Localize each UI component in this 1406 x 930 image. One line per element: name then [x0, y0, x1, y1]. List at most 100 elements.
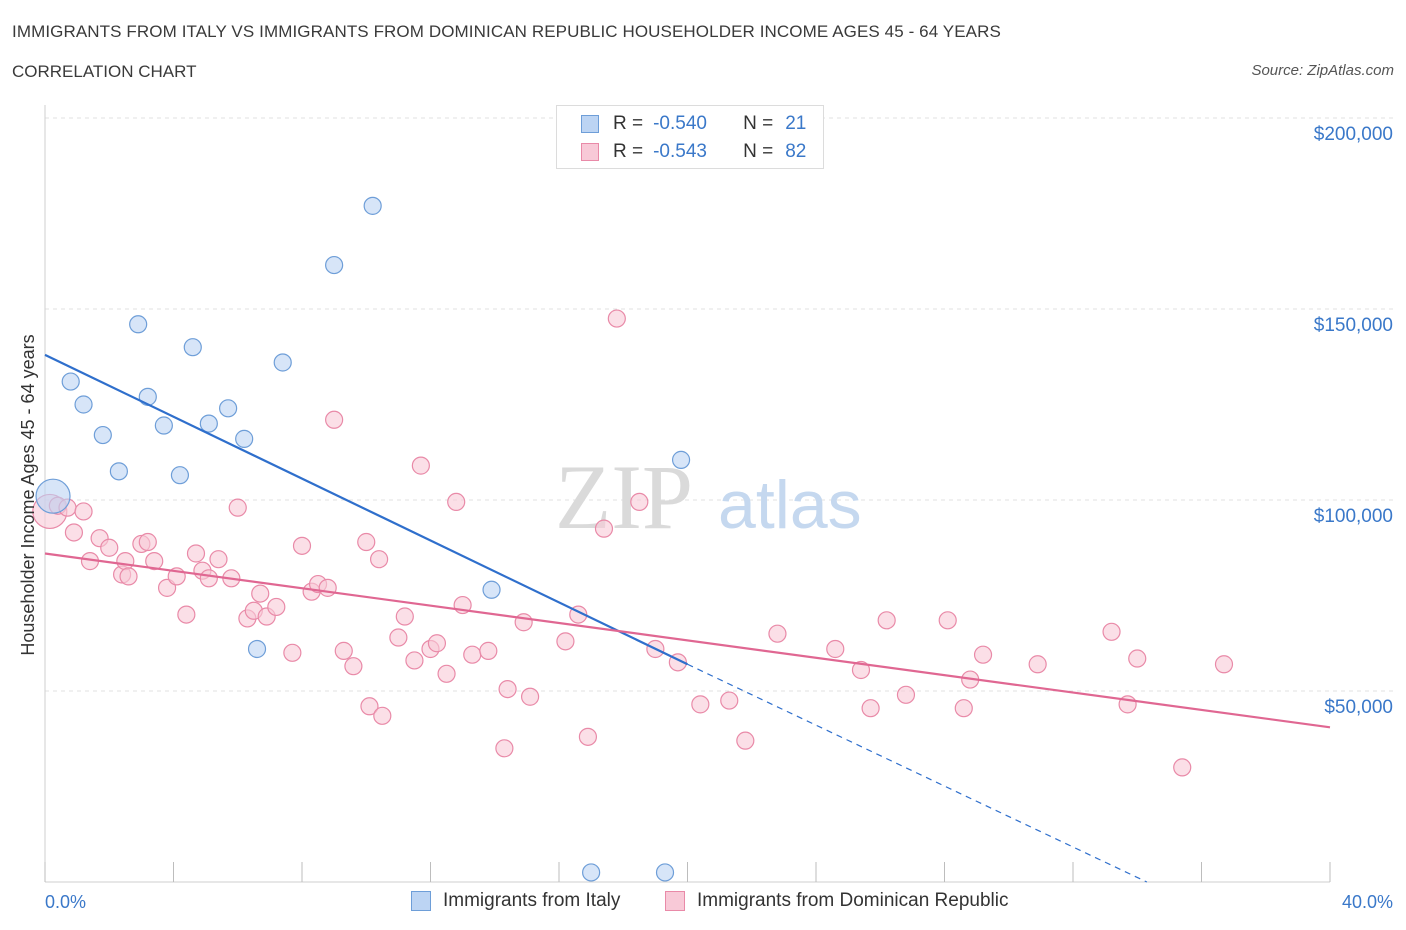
dr-point [826, 639, 845, 659]
dr-point [177, 605, 196, 624]
dr-point [199, 569, 218, 588]
legend-n-value: 21 [785, 113, 807, 134]
italy-point [235, 429, 254, 448]
dr-point [138, 532, 157, 552]
dr-point [954, 699, 973, 718]
trend-line-dr [44, 552, 1331, 729]
italy-point [219, 399, 238, 418]
trend-line-italy [44, 353, 688, 666]
italy-point [325, 255, 344, 275]
legend-item-italy[interactable]: Immigrants from Italy [411, 890, 620, 912]
correlation-legend: R = -0.540 N = 21 R = -0.543 N = 82 [556, 105, 824, 169]
italy-point [671, 450, 691, 469]
legend-r-label: R = [613, 113, 644, 134]
dr-point [1128, 649, 1147, 668]
italy-point [129, 315, 148, 334]
dr-point [437, 664, 456, 683]
italy-point [655, 863, 675, 882]
legend-n-label: N = [743, 141, 774, 162]
legend-label-italy: Immigrants from Italy [443, 890, 621, 911]
dr-point [292, 536, 312, 555]
italy-point [138, 387, 157, 406]
dr-point [389, 628, 408, 647]
dr-point [514, 613, 533, 632]
dr-point [119, 567, 138, 586]
dr-point [228, 498, 247, 517]
axes [44, 105, 1331, 883]
trend-lines [44, 353, 1331, 883]
italy-point [273, 353, 292, 372]
dr-point [395, 607, 414, 626]
dr-point [209, 550, 228, 569]
y-tick-label: $150,000 [1314, 315, 1393, 336]
dr-point [334, 641, 353, 660]
dr-point [267, 597, 286, 617]
dr-point [896, 685, 916, 704]
italy-point [199, 414, 218, 433]
dr-point [556, 632, 575, 651]
dr-point [495, 739, 514, 758]
dr-point [463, 645, 482, 664]
dr-point [370, 550, 389, 569]
italy-point [482, 580, 501, 599]
dr-point [630, 492, 649, 512]
dr-point [64, 523, 84, 542]
dr-point [691, 695, 710, 714]
dr-point [520, 687, 540, 706]
dr-point [578, 727, 598, 746]
dr-point [318, 578, 337, 597]
italy-point [154, 416, 173, 435]
dr-point [251, 584, 270, 603]
dr-point [186, 544, 206, 563]
series-legend: Immigrants from Italy Immigrants from Do… [0, 890, 1406, 916]
dr-point [498, 679, 517, 699]
italy-point [74, 395, 93, 414]
dr-point [973, 645, 993, 664]
dr-point [447, 492, 466, 512]
dr-point [861, 699, 880, 718]
dr-point [373, 706, 392, 725]
legend-item-dr[interactable]: Immigrants from Dominican Republic [665, 890, 1009, 912]
italy-point [582, 863, 601, 882]
series-italy [35, 196, 691, 882]
legend-swatch-italy [581, 115, 599, 133]
dr-point [100, 538, 119, 557]
italy-point [363, 196, 382, 215]
y-tick-label: $50,000 [1324, 697, 1393, 718]
dr-point [357, 532, 376, 552]
watermark: ZIP atlas [555, 446, 862, 548]
dr-point [1102, 622, 1121, 641]
dr-point [720, 691, 739, 710]
legend-row-italy: R = -0.540 N = 21 [581, 111, 806, 137]
dr-point [851, 660, 871, 680]
italy-point [170, 466, 190, 485]
legend-n-label: N = [743, 113, 774, 134]
trend-line-italy-extension [687, 663, 1148, 883]
italy-point [183, 338, 202, 357]
dr-point [116, 552, 135, 571]
legend-n-value: 82 [785, 141, 807, 162]
dr-point [479, 641, 498, 660]
legend-r-value: -0.540 [653, 113, 707, 134]
y-tick-labels: $200,000 $150,000 $100,000 $50,000 [1314, 124, 1393, 718]
dr-point [344, 657, 363, 676]
italy-point [247, 639, 267, 659]
dr-point [145, 552, 164, 571]
dr-point [877, 611, 896, 630]
source-label: Source: ZipAtlas.com [1251, 62, 1394, 79]
x-tick-label-min: 0.0% [45, 892, 86, 912]
dr-point [1214, 655, 1234, 674]
legend-r-value: -0.543 [653, 141, 707, 162]
italy-point [109, 462, 128, 481]
dr-point [411, 456, 430, 475]
dr-point [325, 410, 344, 429]
legend-r-label: R = [613, 141, 644, 162]
italy-point [35, 478, 71, 514]
dr-point [768, 624, 787, 643]
chart-title: IMMIGRANTS FROM ITALY VS IMMIGRANTS FROM… [12, 22, 1001, 41]
dr-point [427, 634, 447, 653]
dr-point [938, 611, 957, 630]
dr-point [360, 697, 379, 716]
legend-swatch-dr [581, 143, 599, 161]
